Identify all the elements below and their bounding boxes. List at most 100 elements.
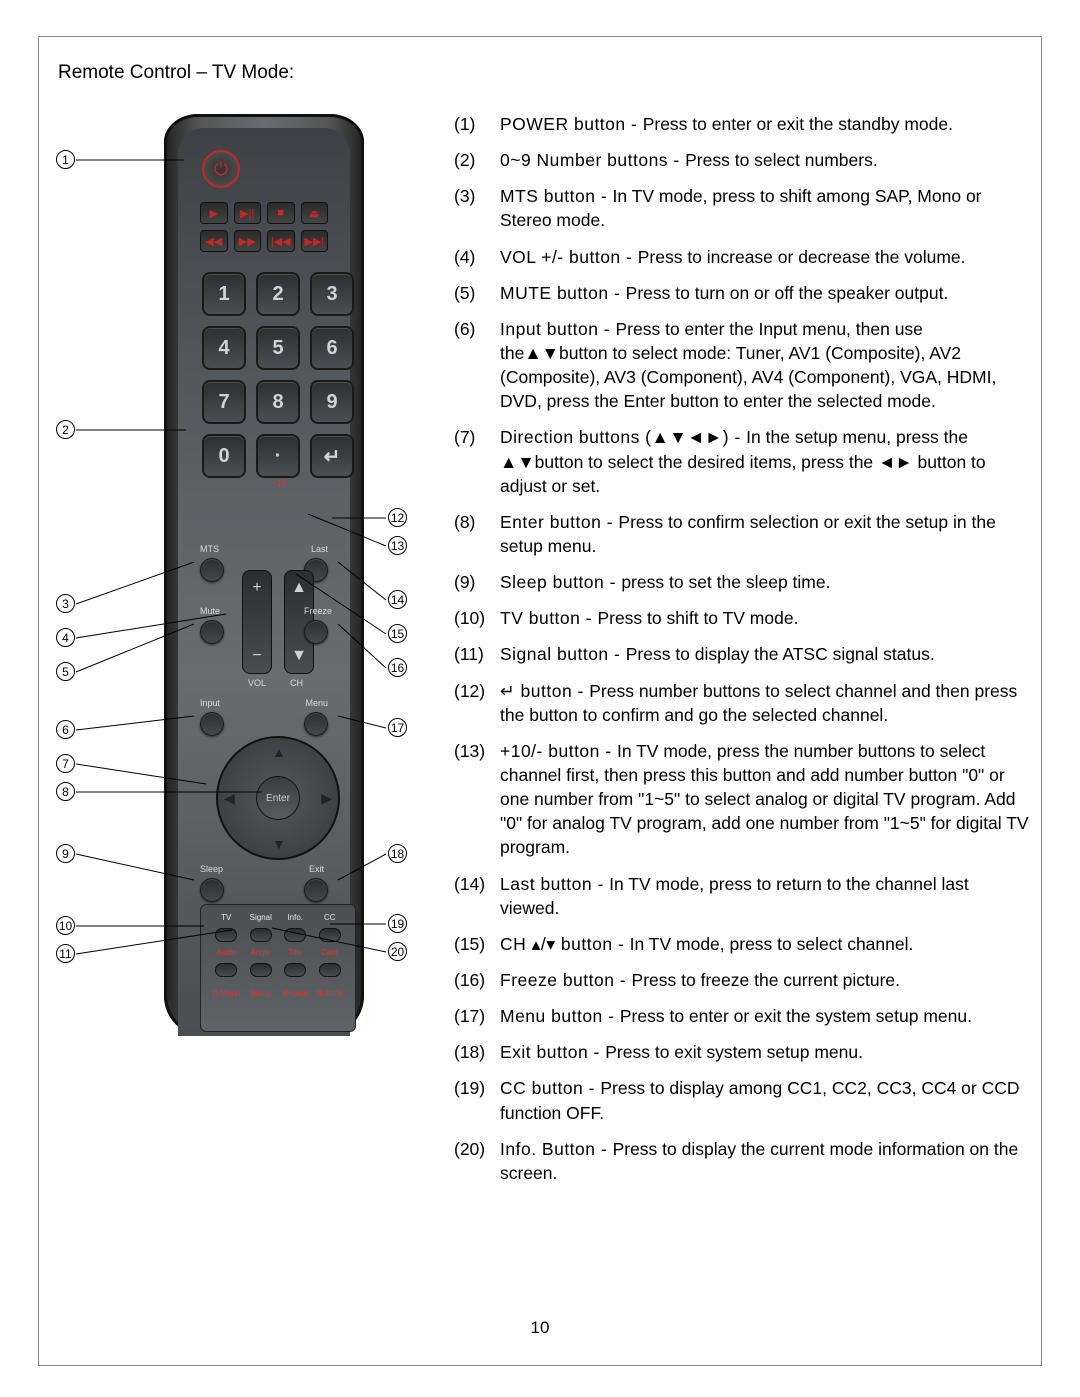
- button-name: ↵ button -: [500, 681, 589, 701]
- description-list: (1)POWER button - Press to enter or exit…: [454, 112, 1030, 1197]
- callout-20: 20: [388, 942, 407, 961]
- desc-text: 0~9 Number buttons - Press to select num…: [500, 148, 1030, 172]
- button-name: MTS button -: [500, 186, 613, 206]
- remote-diagram: ⏻ ▶ ▶|| ■ ⏏ ◀◀ ▶▶ |◀◀ ▶▶| 1 2 3 4 5 6 7: [56, 104, 442, 1104]
- button-name: TV button -: [500, 608, 597, 628]
- button-name: Last button -: [500, 874, 609, 894]
- desc-item: (11)Signal button - Press to display the…: [454, 642, 1030, 666]
- page-title: Remote Control – TV Mode:: [58, 62, 294, 84]
- desc-body: Press to enter or exit the system setup …: [620, 1006, 972, 1026]
- callout-2: 2: [56, 420, 75, 439]
- callout-14: 14: [388, 590, 407, 609]
- desc-item: (1)POWER button - Press to enter or exit…: [454, 112, 1030, 136]
- desc-item: (16)Freeze button - Press to freeze the …: [454, 968, 1030, 992]
- desc-num: (10): [454, 606, 500, 630]
- desc-num: (1): [454, 112, 500, 136]
- desc-item: (19)CC button - Press to display among C…: [454, 1076, 1030, 1124]
- callout-9: 9: [56, 844, 75, 863]
- desc-text: +10/- button - In TV mode, press the num…: [500, 739, 1030, 860]
- desc-num: (19): [454, 1076, 500, 1124]
- desc-item: (10)TV button - Press to shift to TV mod…: [454, 606, 1030, 630]
- desc-body: Press to turn on or off the speaker outp…: [626, 283, 949, 303]
- desc-text: VOL +/- button - Press to increase or de…: [500, 245, 1030, 269]
- desc-text: Enter button - Press to confirm selectio…: [500, 510, 1030, 558]
- button-name: MUTE button -: [500, 283, 626, 303]
- callout-6: 6: [56, 720, 75, 739]
- desc-item: (6)Input button - Press to enter the Inp…: [454, 317, 1030, 414]
- desc-body: Press to increase or decrease the volume…: [638, 247, 966, 267]
- callout-17: 17: [388, 718, 407, 737]
- desc-num: (6): [454, 317, 500, 414]
- button-name: CC button -: [500, 1078, 600, 1098]
- desc-text: TV button - Press to shift to TV mode.: [500, 606, 1030, 630]
- desc-item: (17)Menu button - Press to enter or exit…: [454, 1004, 1030, 1028]
- desc-num: (8): [454, 510, 500, 558]
- callout-18: 18: [388, 844, 407, 863]
- desc-num: (13): [454, 739, 500, 860]
- desc-body: press to set the sleep time.: [621, 572, 830, 592]
- button-name: Menu button -: [500, 1006, 620, 1026]
- callout-4: 4: [56, 628, 75, 647]
- button-name: Freeze button -: [500, 970, 632, 990]
- desc-item: (14)Last button - In TV mode, press to r…: [454, 872, 1030, 920]
- desc-num: (9): [454, 570, 500, 594]
- desc-item: (4)VOL +/- button - Press to increase or…: [454, 245, 1030, 269]
- desc-num: (2): [454, 148, 500, 172]
- desc-text: MUTE button - Press to turn on or off th…: [500, 281, 1030, 305]
- desc-text: MTS button - In TV mode, press to shift …: [500, 184, 1030, 232]
- desc-text: CC button - Press to display among CC1, …: [500, 1076, 1030, 1124]
- desc-item: (5)MUTE button - Press to turn on or off…: [454, 281, 1030, 305]
- desc-item: (20)Info. Button - Press to display the …: [454, 1137, 1030, 1185]
- desc-item: (2)0~9 Number buttons - Press to select …: [454, 148, 1030, 172]
- desc-body: Press to display the ATSC signal status.: [626, 644, 935, 664]
- page-number: 10: [0, 1318, 1080, 1338]
- desc-num: (20): [454, 1137, 500, 1185]
- desc-text: Info. Button - Press to display the curr…: [500, 1137, 1030, 1185]
- desc-num: (12): [454, 679, 500, 727]
- desc-num: (3): [454, 184, 500, 232]
- desc-text: Last button - In TV mode, press to retur…: [500, 872, 1030, 920]
- callout-13: 13: [388, 536, 407, 555]
- desc-text: Direction buttons (▲▼◄►) - In the setup …: [500, 425, 1030, 497]
- desc-body: Press to exit system setup menu.: [605, 1042, 863, 1062]
- desc-text: Exit button - Press to exit system setup…: [500, 1040, 1030, 1064]
- button-name: Sleep button -: [500, 572, 621, 592]
- button-name: Info. Button -: [500, 1139, 613, 1159]
- desc-body: Press to freeze the current picture.: [632, 970, 900, 990]
- desc-num: (5): [454, 281, 500, 305]
- button-name: 0~9 Number buttons -: [500, 150, 685, 170]
- desc-num: (7): [454, 425, 500, 497]
- desc-num: (15): [454, 932, 500, 956]
- desc-item: (18)Exit button - Press to exit system s…: [454, 1040, 1030, 1064]
- desc-num: (18): [454, 1040, 500, 1064]
- desc-num: (17): [454, 1004, 500, 1028]
- desc-item: (7)Direction buttons (▲▼◄►) - In the set…: [454, 425, 1030, 497]
- button-name: Exit button -: [500, 1042, 605, 1062]
- desc-num: (4): [454, 245, 500, 269]
- desc-num: (14): [454, 872, 500, 920]
- desc-text: Signal button - Press to display the ATS…: [500, 642, 1030, 666]
- callout-7: 7: [56, 754, 75, 773]
- button-name: POWER button -: [500, 114, 643, 134]
- callout-16: 16: [388, 658, 407, 677]
- desc-text: CH ▴/▾ button - In TV mode, press to sel…: [500, 932, 1030, 956]
- desc-text: Freeze button - Press to freeze the curr…: [500, 968, 1030, 992]
- desc-body: In TV mode, press to select channel.: [630, 934, 914, 954]
- callout-5: 5: [56, 662, 75, 681]
- desc-body: Press to shift to TV mode.: [597, 608, 798, 628]
- callout-leads: [56, 104, 442, 1104]
- button-name: VOL +/- button -: [500, 247, 638, 267]
- callout-3: 3: [56, 594, 75, 613]
- desc-text: ↵ button - Press number buttons to selec…: [500, 679, 1030, 727]
- desc-item: (3)MTS button - In TV mode, press to shi…: [454, 184, 1030, 232]
- button-name: Enter button -: [500, 512, 618, 532]
- desc-text: Input button - Press to enter the Input …: [500, 317, 1030, 414]
- desc-text: Menu button - Press to enter or exit the…: [500, 1004, 1030, 1028]
- callout-12: 12: [388, 508, 407, 527]
- button-name: Signal button -: [500, 644, 626, 664]
- desc-text: Sleep button - press to set the sleep ti…: [500, 570, 1030, 594]
- callout-10: 10: [56, 916, 75, 935]
- button-name: +10/- button -: [500, 741, 617, 761]
- callout-8: 8: [56, 782, 75, 801]
- desc-body: Press to select numbers.: [685, 150, 878, 170]
